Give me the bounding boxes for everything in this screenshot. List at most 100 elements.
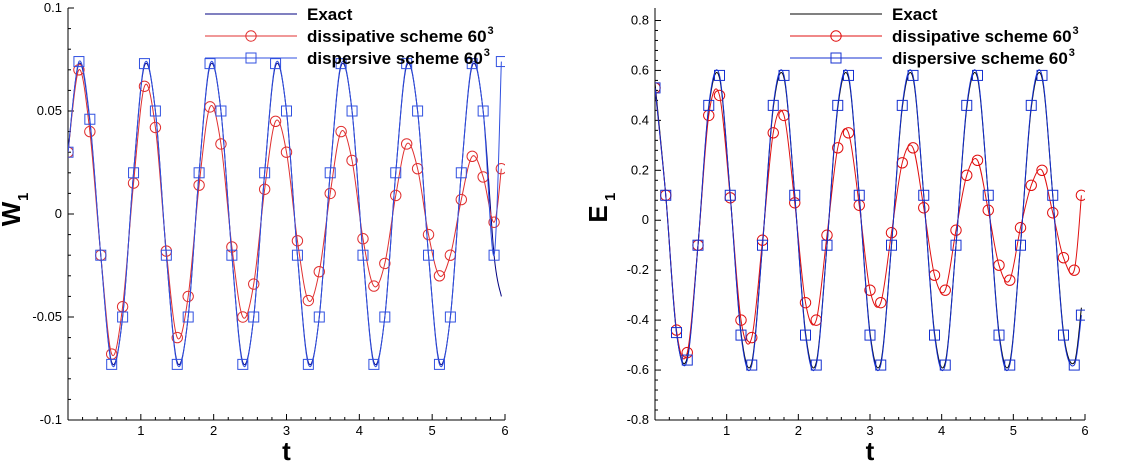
chart-e1-point <box>982 189 994 201</box>
chart-w1-point <box>477 171 489 183</box>
chart-e1-series-line <box>655 72 1082 369</box>
chart-e1-point <box>982 204 994 216</box>
chart-e1-legend-marker <box>830 52 842 64</box>
chart-e1-y-tick-label: -0.2 <box>627 262 649 277</box>
chart-w1-point <box>269 115 282 128</box>
chart-w1-point <box>248 311 260 323</box>
chart-e1-point <box>1025 99 1037 111</box>
chart-w1-point <box>237 358 249 370</box>
chart-e1-series-line <box>655 87 1082 360</box>
chart-e1-point <box>671 327 682 339</box>
chart-e1-point <box>681 354 693 366</box>
chart-e1-point <box>778 69 790 81</box>
chart-e1-point <box>713 89 726 102</box>
chart-e1-point <box>832 99 844 111</box>
chart-e1-point <box>971 154 984 167</box>
chart-w1-point <box>291 235 304 247</box>
chart-w1-series-line <box>68 69 502 357</box>
chart-w1-point <box>193 179 205 191</box>
chart-w1-point <box>160 249 172 261</box>
chart-e1-point <box>875 359 887 371</box>
chart-e1-series-line <box>655 69 1082 372</box>
chart-e1-point <box>950 239 962 251</box>
chart-e1-point <box>843 69 854 81</box>
chart-w1-point <box>488 249 500 261</box>
chart-w1-point <box>149 121 162 134</box>
chart-e1-point <box>993 259 1005 271</box>
chart-e1-y-axis-title-subscript: 1 <box>602 193 619 201</box>
chart-e1-legend-label: dissipative scheme 60 <box>892 27 1072 46</box>
chart-e1-point <box>714 69 725 81</box>
chart-e1-y-tick-label: 0.4 <box>631 112 649 127</box>
chart-w1-legend-superscript: 3 <box>484 47 490 59</box>
chart-e1-point <box>993 329 1005 341</box>
chart-e1-point <box>1004 274 1016 286</box>
chart-w1-point <box>215 105 227 117</box>
chart-e1-legend-label: dispersive scheme 60 <box>892 49 1068 68</box>
chart-w1-point <box>258 183 271 195</box>
chart-w1-point <box>412 105 424 117</box>
chart-e1-point <box>885 227 898 239</box>
chart-e1-point <box>1075 309 1085 321</box>
chart-e1-y-tick-label: -0.4 <box>627 312 649 327</box>
chart-e1-point <box>896 99 908 111</box>
chart-e1-x-tick-label: 5 <box>1010 423 1017 438</box>
chart-w1-point <box>488 216 500 228</box>
chart-w1-legend-label: dissipative scheme 60 <box>307 27 487 46</box>
chart-w1-point <box>379 257 391 270</box>
chart-e1-point <box>1014 222 1027 234</box>
chart-w1-series-0 <box>68 62 502 366</box>
chart-w1-point <box>270 58 282 70</box>
chart-e1-point <box>907 142 919 154</box>
chart-w1-legend-marker <box>245 30 257 42</box>
chart-e1-point <box>660 189 672 201</box>
chart-w1-x-axis-title: t <box>282 436 291 465</box>
chart-e1-point <box>1004 359 1016 371</box>
chart-w1-point <box>280 146 293 158</box>
chart-w1-point <box>477 105 489 117</box>
chart-w1-series-line <box>68 60 502 368</box>
chart-w1-point <box>455 193 467 206</box>
chart-e1-legend-marker <box>830 30 842 42</box>
chart-w1-point <box>302 294 315 307</box>
chart-e1-point <box>875 296 887 309</box>
chart-w1: -0.1-0.0500.050.1123456tW1Exactdissipati… <box>0 0 509 466</box>
chart-w1-point <box>495 162 505 175</box>
chart-e1-point <box>799 296 812 309</box>
chart-e1-point <box>1036 164 1048 177</box>
chart-e1-x-tick-label: 1 <box>723 423 730 438</box>
chart-w1-point <box>390 167 402 179</box>
chart-w1-y-axis-title: W1 <box>0 193 32 227</box>
chart-w1-point <box>368 280 380 292</box>
chart-e1-point <box>1068 359 1080 371</box>
chart-w1-point <box>379 311 391 323</box>
chart-e1-point <box>1025 179 1037 191</box>
chart-w1-point <box>422 228 435 241</box>
chart-w1-point <box>423 249 435 261</box>
chart-e1-point <box>810 359 822 371</box>
chart-e1-point <box>918 189 930 201</box>
chart-w1-point <box>73 56 85 68</box>
chart-w1-y-tick-label: 0.05 <box>37 103 62 118</box>
chart-e1-point <box>1068 264 1080 276</box>
chart-w1-point <box>237 311 249 323</box>
chart-e1-point <box>972 69 983 81</box>
chart-w1-point <box>128 167 140 179</box>
chart-e1-point <box>1047 207 1059 219</box>
chart-e1-point <box>939 359 951 371</box>
chart-w1-point <box>248 278 260 290</box>
chart-e1-y-tick-label: -0.6 <box>627 362 649 377</box>
chart-e1-point <box>832 142 844 154</box>
chart-e1-x-tick-label: 2 <box>795 423 802 438</box>
chart-w1-legend-superscript: 3 <box>488 25 494 37</box>
chart-w1-point <box>346 154 358 167</box>
chart-e1-point <box>735 314 747 326</box>
chart-w1-point <box>401 58 413 70</box>
chart-e1-point <box>1058 329 1069 341</box>
chart-e1-point <box>864 284 876 296</box>
chart-e1-point <box>767 127 779 139</box>
chart-e1-point <box>907 69 919 81</box>
chart-w1-point <box>73 64 85 76</box>
chart-e1-point <box>961 99 973 111</box>
chart-w1-point <box>357 233 369 245</box>
